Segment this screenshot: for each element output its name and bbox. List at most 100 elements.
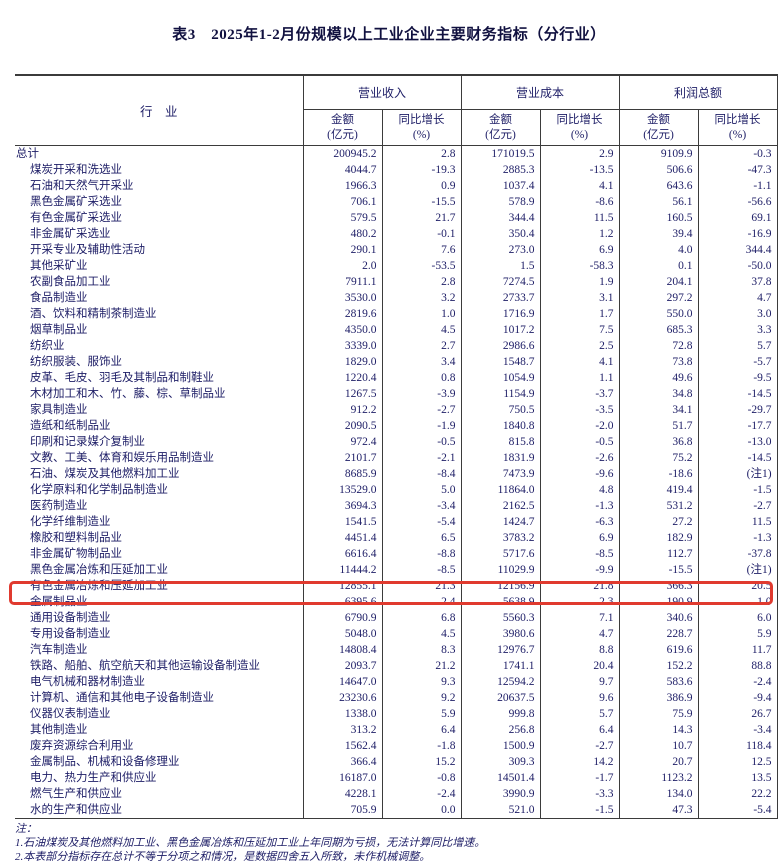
value-cell: 4.5 xyxy=(381,322,462,338)
table-header: 行 业 营业收入 营业成本 利润总额 金额 (亿元) 同比增长 (%) 金额 (… xyxy=(15,75,778,146)
table-row: 专用设备制造业 5048.0 4.5 3980.6 4.7 228.7 5.9 xyxy=(15,626,778,642)
value-cell: 5.9 xyxy=(697,626,778,642)
value-cell: 1829.0 xyxy=(302,354,382,370)
value-cell: 27.2 xyxy=(618,514,699,530)
footnote-label: 注： xyxy=(15,823,37,835)
value-cell: 56.1 xyxy=(618,194,699,210)
value-cell: 171019.5 xyxy=(460,145,541,162)
value-cell: -8.5 xyxy=(539,546,620,562)
industry-cell: 农副食品加工业 xyxy=(30,276,111,288)
value-cell: -15.5 xyxy=(618,562,699,578)
table-row: 水的生产和供应业 705.9 0.0 521.0 -1.5 47.3 -5.4 xyxy=(15,802,778,819)
value-cell: 2.9 xyxy=(539,145,620,162)
table-row: 医药制造业 3694.3 -3.4 2162.5 -1.3 531.2 -2.7 xyxy=(15,498,778,514)
subheader-unit: (%) xyxy=(728,128,747,141)
value-cell: 228.7 xyxy=(618,626,699,642)
value-cell: 344.4 xyxy=(697,242,778,258)
value-cell: 3783.2 xyxy=(460,530,541,546)
value-cell: 6.5 xyxy=(381,530,462,546)
value-cell: 23230.6 xyxy=(302,690,382,706)
value-cell: -13.5 xyxy=(539,162,620,178)
table-row: 家具制造业 912.2 -2.7 750.5 -3.5 34.1 -29.7 xyxy=(15,402,778,418)
value-cell: 21.7 xyxy=(381,210,462,226)
value-cell: 134.0 xyxy=(618,786,699,802)
table-row: 纺织服装、服饰业 1829.0 3.4 1548.7 4.1 73.8 -5.7 xyxy=(15,354,778,370)
subheader-label: 金额 xyxy=(647,113,671,126)
value-cell: -1.1 xyxy=(697,178,778,194)
value-cell: 2090.5 xyxy=(302,418,382,434)
value-cell: 8685.9 xyxy=(302,466,382,482)
industry-cell: 烟草制品业 xyxy=(30,324,88,336)
table-row: 黑色金属冶炼和压延加工业 11444.2 -8.5 11029.9 -9.9 -15.5(… xyxy=(15,562,778,578)
subheader-label: 同比增长 xyxy=(398,113,445,126)
value-cell: -8.4 xyxy=(381,466,462,482)
value-cell: -17.7 xyxy=(697,418,778,434)
value-cell: 21.2 xyxy=(381,658,462,674)
value-cell: 1.2 xyxy=(539,226,620,242)
value-cell: 386.9 xyxy=(618,690,699,706)
value-cell: 1220.4 xyxy=(302,370,382,386)
value-cell: 9109.9 xyxy=(618,145,699,162)
value-cell: 1716.9 xyxy=(460,306,541,322)
value-cell: 51.7 xyxy=(618,418,699,434)
value-cell: 8.3 xyxy=(381,642,462,658)
table-row: 开采专业及辅助性活动 290.1 7.6 273.0 6.9 4.0 344.4 xyxy=(15,242,778,258)
value-cell: 75.9 xyxy=(618,706,699,722)
value-cell: 47.3 xyxy=(618,802,699,819)
table-row: 酒、饮料和精制茶制造业 2819.6 1.0 1716.9 1.7 550.0 3.0 xyxy=(15,306,778,322)
value-cell: 36.8 xyxy=(618,434,699,450)
value-cell: 9.7 xyxy=(539,674,620,690)
value-cell: -0.5 xyxy=(381,434,462,450)
value-cell: 685.3 xyxy=(618,322,699,338)
value-cell: 273.0 xyxy=(460,242,541,258)
value-cell: 4.7 xyxy=(539,626,620,642)
industry-cell: 废弃资源综合利用业 xyxy=(30,740,134,752)
value-cell: -3.5 xyxy=(539,402,620,418)
value-cell: 10.7 xyxy=(618,738,699,754)
industry-cell: 铁路、船舶、航空航天和其他运输设备制造业 xyxy=(30,660,260,672)
industry-cell: 化学原料和化学制品制造业 xyxy=(30,484,168,496)
value-cell: 13529.0 xyxy=(302,482,382,498)
value-cell: -2.0 xyxy=(539,418,620,434)
value-cell: -9.4 xyxy=(697,690,778,706)
value-cell: 1.9 xyxy=(539,274,620,290)
table-row: 烟草制品业 4350.0 4.5 1017.2 7.5 685.3 3.3 xyxy=(15,322,778,338)
value-cell: -13.0 xyxy=(697,434,778,450)
financial-indicators-table: 行 业 营业收入 营业成本 利润总额 金额 (亿元) 同比增长 (%) 金额 (… xyxy=(15,74,778,819)
value-cell: -37.8 xyxy=(697,546,778,562)
value-cell: 182.9 xyxy=(618,530,699,546)
table-row: 石油、煤炭及其他燃料加工业 8685.9 -8.4 7473.9 -9.6 -18.6 (注… xyxy=(15,466,778,482)
value-cell: -8.6 xyxy=(539,194,620,210)
value-cell: -53.5 xyxy=(381,258,462,274)
column-group-operating-cost: 营业成本 xyxy=(460,75,620,110)
industry-cell: 化学纤维制造业 xyxy=(30,516,111,528)
value-cell: -2.4 xyxy=(697,674,778,690)
value-cell: 1741.1 xyxy=(460,658,541,674)
industry-cell: 电力、热力生产和供应业 xyxy=(30,772,157,784)
value-cell: -5.7 xyxy=(697,354,778,370)
value-cell: 20637.5 xyxy=(460,690,541,706)
value-cell: 578.9 xyxy=(460,194,541,210)
value-cell: 7.5 xyxy=(539,322,620,338)
value-cell: 9.2 xyxy=(381,690,462,706)
industry-cell: 有色金属矿采选业 xyxy=(30,212,122,224)
table-row: 农副食品加工业 7911.1 2.8 7274.5 1.9 204.1 37.8 xyxy=(15,274,778,290)
value-cell: 11.5 xyxy=(539,210,620,226)
value-cell: 7911.1 xyxy=(302,274,382,290)
industry-cell: 金属制品、机械和设备修理业 xyxy=(30,756,180,768)
value-cell: 1548.7 xyxy=(460,354,541,370)
industry-cell: 通用设备制造业 xyxy=(30,612,111,624)
value-cell: 200945.2 xyxy=(302,145,382,162)
industry-cell: 文教、工美、体育和娱乐用品制造业 xyxy=(30,452,214,464)
subheader-profit-amount: 金额 (亿元) xyxy=(618,109,699,146)
value-cell: 0.9 xyxy=(381,178,462,194)
value-cell: 1831.9 xyxy=(460,450,541,466)
footnote-2: 2.本表部分指标存在总计不等于分项之和情况，是数据四舍五入所致，未作机械调整。 xyxy=(15,851,431,863)
value-cell: -5.4 xyxy=(697,802,778,819)
value-cell: 16187.0 xyxy=(302,770,382,786)
value-cell: 3.3 xyxy=(697,322,778,338)
industry-cell: 燃气生产和供应业 xyxy=(30,788,122,800)
value-cell: 4.1 xyxy=(539,354,620,370)
value-cell: 11.5 xyxy=(697,514,778,530)
value-cell: 20.5 xyxy=(697,578,778,594)
